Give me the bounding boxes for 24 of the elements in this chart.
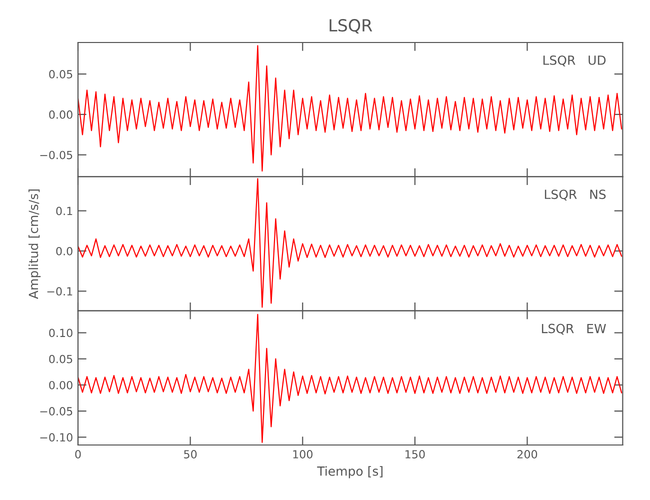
chart-title: LSQR: [330, 19, 372, 34]
y-tick-label: −0.05: [40, 407, 72, 416]
y-axis-title: Amplitud [cm/s/s]: [28, 190, 41, 299]
y-tick-label: −0.1: [47, 287, 72, 296]
annotation: LSQR UD: [543, 55, 606, 66]
y-tick-label: 0.00: [49, 110, 72, 119]
y-tick-label: −0.05: [40, 150, 72, 160]
annotation: LSQR EW: [542, 324, 606, 335]
x-axis-title: Tiempo [s]: [317, 466, 382, 478]
y-tick-label: −0.10: [40, 433, 72, 442]
y-tick-label: 0.1: [56, 206, 72, 216]
line-series: [78, 45, 622, 172]
x-tick-label: 0: [75, 450, 81, 458]
annotation: LSQR NS: [544, 190, 606, 201]
x-tick-label: 150: [406, 450, 425, 458]
x-tick-label: 100: [293, 450, 312, 458]
y-tick-label: 0.05: [49, 354, 72, 364]
x-tick-label: 50: [184, 450, 197, 458]
y-tick-label: 0.00: [49, 380, 72, 390]
y-tick-label: 0.0: [56, 246, 72, 256]
y-tick-label: 0.05: [49, 70, 72, 78]
line-series: [78, 314, 622, 443]
x-tick-label: 200: [517, 450, 538, 458]
y-tick-label: 0.10: [49, 328, 72, 338]
